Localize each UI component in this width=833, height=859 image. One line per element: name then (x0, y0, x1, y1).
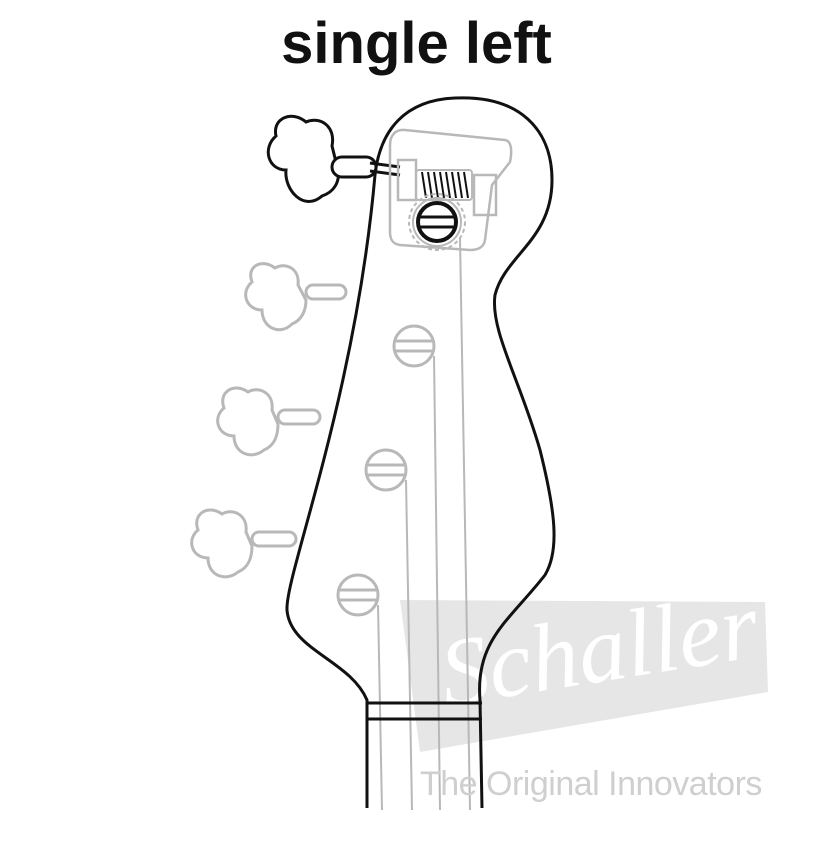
headstock-outline (285, 96, 556, 809)
mechanism-bracket-left (396, 158, 418, 202)
active-tuner-post (330, 155, 378, 179)
worm-gear-coil (415, 169, 473, 201)
watermark-tagline: The Original Innovators (420, 765, 762, 803)
mechanism-plate (388, 128, 513, 252)
active-tuner (266, 114, 401, 203)
tuner-2-post (304, 283, 348, 301)
post-gear-inner (412, 197, 462, 247)
tuner-2-inactive (244, 262, 348, 332)
active-tuner-button-icon (266, 114, 340, 203)
schaller-watermark: Schaller (400, 571, 768, 752)
inactive-string-posts (336, 324, 436, 617)
nut (367, 701, 482, 721)
string-post-1 (416, 201, 458, 243)
string-1 (459, 237, 471, 811)
active-string-post (408, 193, 466, 251)
post-gear (408, 193, 466, 251)
tuner-3-inactive (216, 386, 322, 457)
tuner-mechanism (388, 128, 513, 252)
string-4 (377, 604, 383, 811)
strings (377, 237, 471, 811)
string-post-4 (336, 573, 380, 617)
diagram-title: single left (281, 11, 552, 76)
string-2 (433, 355, 441, 811)
inactive-tuners (190, 262, 348, 579)
string-post-2 (392, 324, 436, 368)
tuner-2-button (244, 262, 308, 332)
tuner-4-inactive (190, 508, 298, 579)
string-post-3 (364, 448, 408, 492)
mechanism-bracket-right (472, 173, 498, 217)
string-3 (405, 479, 413, 811)
